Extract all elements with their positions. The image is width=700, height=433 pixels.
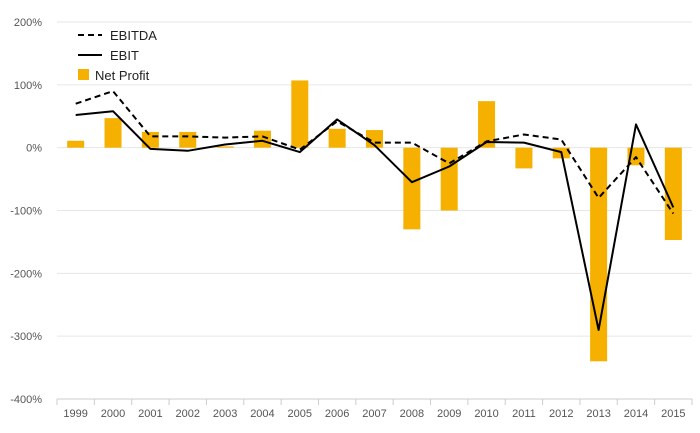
x-tick-label: 2005 — [288, 408, 312, 420]
net-profit-bar — [478, 101, 496, 148]
net-profit-bar — [67, 140, 85, 148]
y-tick-label: -200% — [10, 268, 42, 280]
x-tick-label: 2012 — [549, 408, 573, 420]
x-tick-label: 2003 — [213, 408, 237, 420]
x-tick-label: 2014 — [624, 408, 648, 420]
legend-net-profit-swatch — [78, 69, 89, 80]
x-tick-label: 2000 — [101, 408, 125, 420]
x-tick-label: 1999 — [63, 408, 87, 420]
x-tick-label: 2004 — [250, 408, 274, 420]
x-axis: 1999 2000 2001 2002 2003 2004 2005 2006 2007 2008… — [56, 398, 693, 420]
net-profit-bar — [104, 118, 122, 148]
y-tick-label: -100% — [10, 206, 42, 218]
legend-ebit-label: EBIT — [110, 48, 139, 63]
net-profit-bar — [216, 146, 234, 148]
net-profit-bars — [67, 80, 682, 362]
x-tick-label: 2008 — [400, 408, 424, 420]
x-tick-label: 2006 — [325, 408, 349, 420]
net-profit-bar — [664, 147, 682, 241]
net-profit-bar — [141, 131, 159, 148]
net-profit-bar — [179, 131, 197, 148]
legend-ebitda-label: EBITDA — [110, 28, 157, 43]
net-profit-bar — [403, 147, 421, 230]
y-tick-label: -400% — [10, 394, 42, 406]
x-tick-label: 2015 — [661, 408, 685, 420]
x-tick-label: 2009 — [437, 408, 461, 420]
x-tick-label: 2002 — [175, 408, 199, 420]
net-profit-bar — [328, 128, 346, 148]
net-profit-bar — [515, 147, 533, 169]
x-tick-label: 2007 — [362, 408, 386, 420]
x-tick-label: 2013 — [586, 408, 610, 420]
net-profit-bar — [440, 147, 458, 211]
y-tick-label: 0% — [26, 143, 42, 155]
ebitda-line — [75, 90, 675, 215]
net-profit-bar — [291, 80, 309, 148]
ebit-line — [75, 110, 675, 331]
y-tick-label: -300% — [10, 331, 42, 343]
legend-net-profit-label: Net Profit — [95, 68, 150, 83]
y-axis-ticks: 200% 100% 0% -100% -200% -300% -400% — [10, 17, 42, 406]
x-tick-label: 2001 — [138, 408, 162, 420]
net-profit-bar — [253, 130, 271, 148]
line-series — [75, 90, 675, 331]
x-tick-label: 2011 — [512, 408, 536, 420]
legend: EBITDA EBIT Net Profit — [78, 28, 157, 83]
y-tick-label: 100% — [14, 80, 42, 92]
y-tick-label: 200% — [14, 17, 42, 29]
x-tick-label: 2010 — [474, 408, 498, 420]
